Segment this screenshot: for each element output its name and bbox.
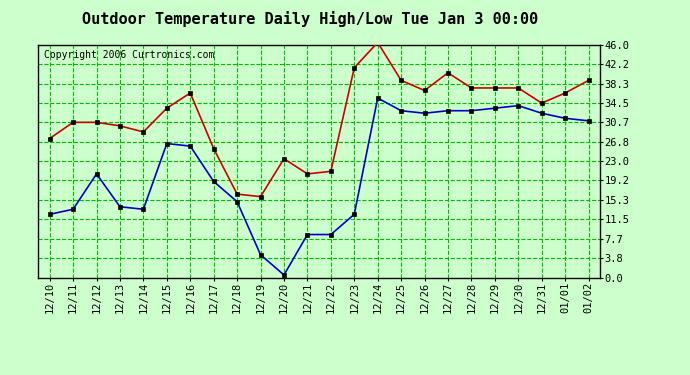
Text: Copyright 2006 Curtronics.com: Copyright 2006 Curtronics.com — [43, 50, 214, 60]
Text: Outdoor Temperature Daily High/Low Tue Jan 3 00:00: Outdoor Temperature Daily High/Low Tue J… — [82, 11, 539, 27]
